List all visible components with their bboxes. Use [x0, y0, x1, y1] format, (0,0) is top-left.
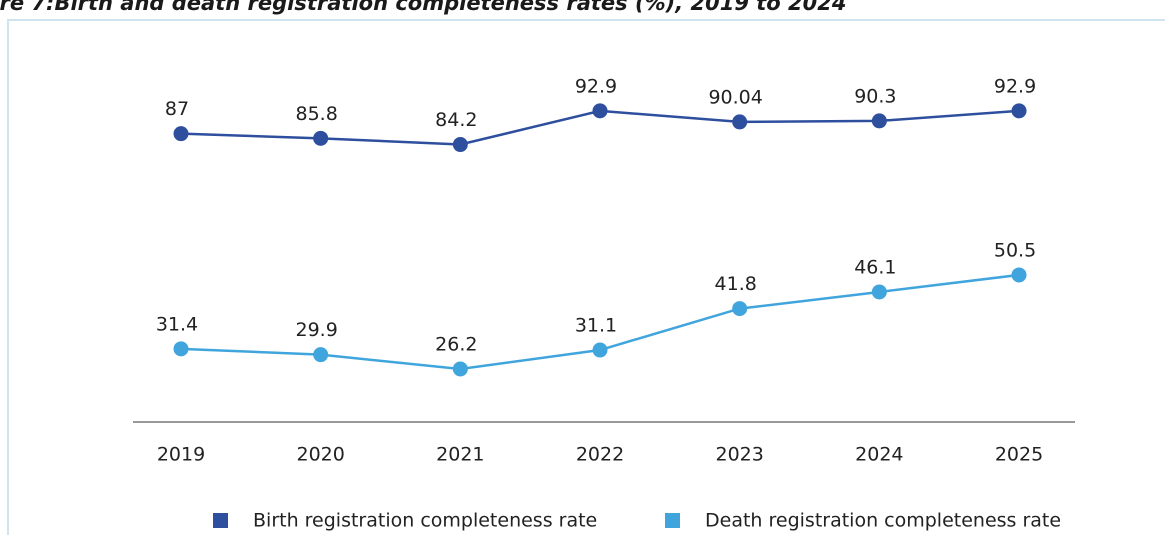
data-point [871, 284, 887, 300]
frame [7, 19, 1165, 535]
x-tick-label: 2023 [716, 444, 764, 466]
data-label: 87 [165, 98, 189, 120]
data-label: 84.2 [435, 109, 477, 131]
legend-swatch [665, 513, 680, 528]
data-label: 26.2 [435, 333, 477, 355]
data-point [871, 113, 887, 129]
data-point [173, 341, 189, 357]
data-label: 90.04 [708, 86, 762, 108]
data-label: 50.5 [994, 239, 1036, 261]
x-tick-label: 2024 [855, 444, 903, 466]
data-point [592, 342, 608, 358]
data-label: 31.1 [575, 315, 617, 337]
data-point [173, 126, 189, 142]
data-label: 90.3 [854, 85, 896, 107]
x-tick-label: 2020 [296, 444, 344, 466]
data-point [452, 361, 468, 377]
data-point [1011, 267, 1027, 283]
data-label: 85.8 [296, 103, 338, 125]
data-label: 92.9 [994, 75, 1036, 97]
data-label: 41.8 [715, 273, 757, 295]
chart-title: Figure 7:Birth and death registration co… [0, 0, 846, 15]
data-point [452, 137, 468, 153]
legend-label: Death registration completeness rate [705, 510, 1061, 532]
data-label: 31.4 [156, 313, 198, 335]
legend-swatch [213, 513, 228, 528]
data-label: 29.9 [296, 319, 338, 341]
x-tick-label: 2021 [436, 444, 484, 466]
data-point [1011, 103, 1027, 119]
x-tick-label: 2019 [157, 444, 205, 466]
data-point [313, 130, 329, 146]
data-label: 46.1 [854, 256, 896, 278]
data-point [732, 301, 748, 317]
x-tick-label: 2022 [576, 444, 624, 466]
x-tick-label: 2025 [995, 444, 1043, 466]
data-point [313, 347, 329, 363]
data-label: 92.9 [575, 75, 617, 97]
legend-label: Birth registration completeness rate [253, 510, 597, 532]
data-point [732, 114, 748, 130]
data-point [592, 103, 608, 119]
